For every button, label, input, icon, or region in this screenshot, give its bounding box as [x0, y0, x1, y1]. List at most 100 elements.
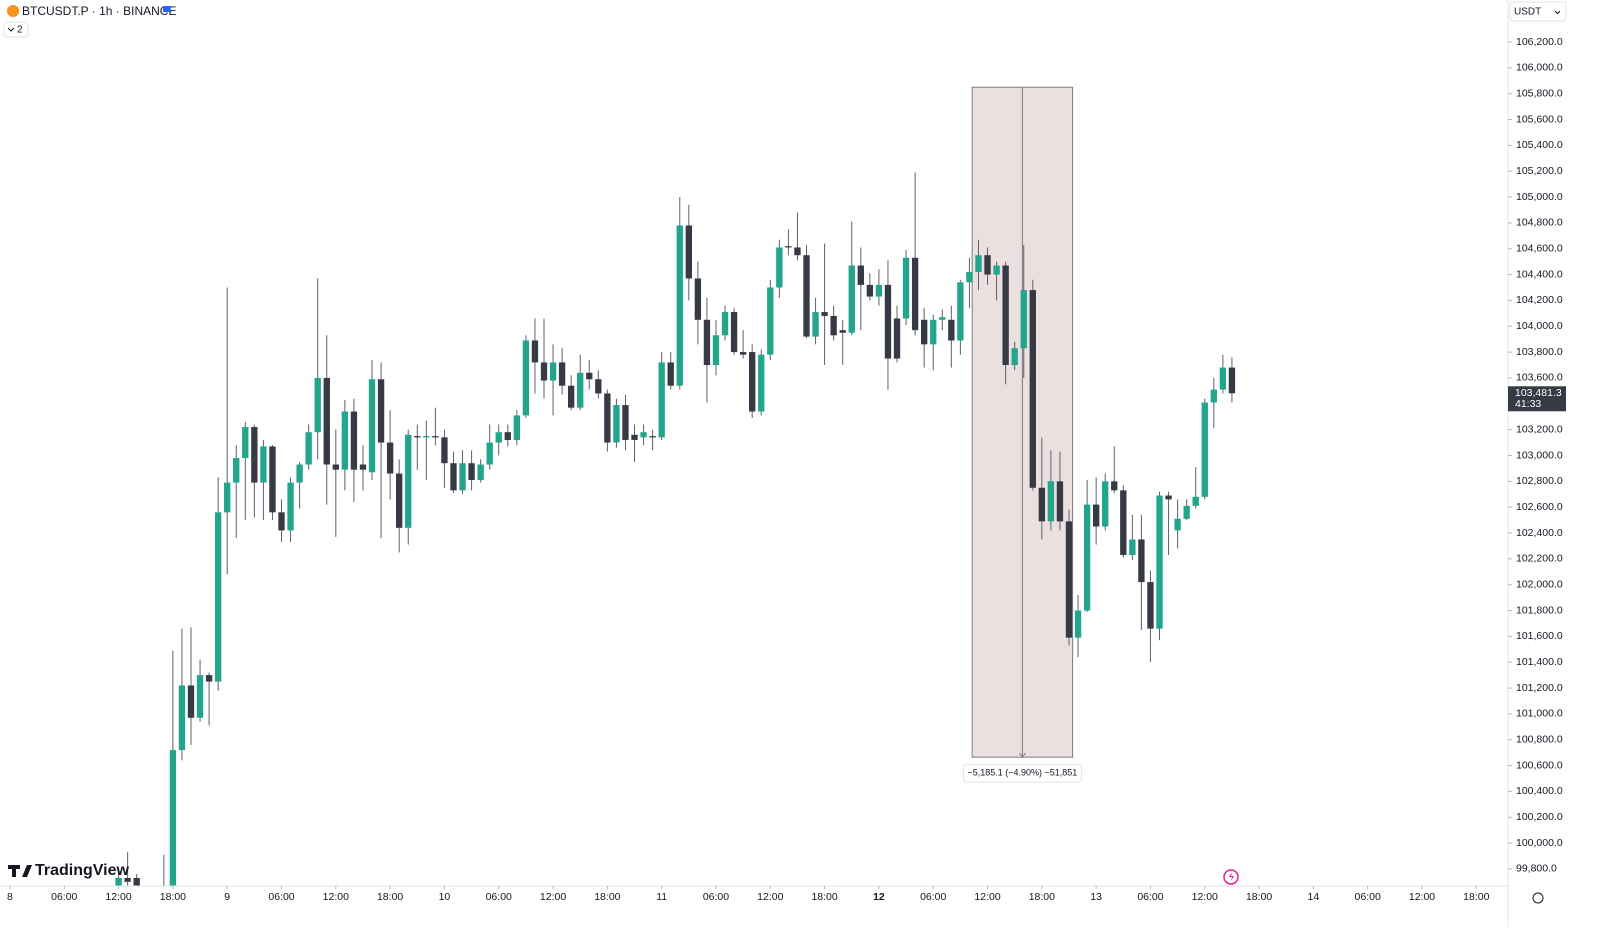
indicator-toggle[interactable] — [3, 21, 29, 38]
candle-body — [703, 319, 711, 366]
x-tick-label: 14 — [1308, 891, 1320, 903]
y-tick-label: 104,200.0 — [1516, 294, 1563, 306]
candle-body — [278, 512, 285, 531]
currency-select[interactable] — [1509, 1, 1567, 22]
candle-body — [839, 330, 846, 333]
candle-body — [432, 436, 439, 438]
y-tick-label: 103,600.0 — [1516, 372, 1563, 384]
candle-body — [749, 352, 756, 412]
candle-body — [1038, 487, 1046, 522]
x-tick-label: 06:00 — [703, 891, 729, 903]
candle-body — [884, 284, 892, 359]
x-tick-label: 12:00 — [1409, 891, 1435, 903]
candle-body — [658, 362, 665, 438]
candle-body — [450, 463, 457, 491]
candle-body — [1002, 265, 1009, 366]
candle-body — [1228, 367, 1236, 394]
candle-body — [649, 436, 656, 438]
y-tick-label: 103,200.0 — [1516, 423, 1563, 435]
candle-body — [196, 675, 204, 718]
candle-body — [812, 312, 819, 337]
candle-body — [848, 265, 855, 333]
y-tick-label: 103,800.0 — [1516, 346, 1563, 358]
candle-body — [549, 362, 557, 381]
candle-body — [975, 255, 982, 272]
flag-icon[interactable] — [163, 6, 172, 12]
candle-body — [794, 247, 801, 256]
y-tick-label: 104,400.0 — [1516, 268, 1563, 280]
candle-body — [1219, 367, 1227, 390]
y-tick-label: 102,800.0 — [1516, 475, 1563, 487]
plot-area — [115, 86, 1236, 886]
candle-body — [676, 225, 683, 386]
x-tick-label: 12:00 — [323, 891, 349, 903]
x-tick-label: 18:00 — [377, 891, 403, 903]
symbol-title[interactable]: BTCUSDT.P · 1h · BINANCE — [22, 4, 176, 18]
candle-body — [233, 458, 240, 483]
candle-body — [567, 385, 575, 408]
candle-body — [1029, 290, 1036, 488]
candle-body — [251, 427, 258, 483]
candle-body — [115, 877, 122, 886]
candle-body — [495, 432, 502, 443]
y-tick-label: 104,600.0 — [1516, 243, 1563, 255]
candle-body — [214, 512, 222, 682]
candle-body — [441, 437, 448, 464]
symbol-icon[interactable] — [7, 5, 19, 17]
y-tick-label: 103,000.0 — [1516, 449, 1563, 461]
y-tick-label: 104,000.0 — [1516, 320, 1563, 332]
y-tick-label: 106,000.0 — [1516, 62, 1563, 74]
chevron — [1554, 10, 1561, 15]
y-tick-label: 105,800.0 — [1516, 87, 1563, 99]
candle-body — [296, 464, 303, 483]
x-tick-label: 06:00 — [268, 891, 294, 903]
candle-body — [685, 225, 692, 279]
x-tick-label: 18:00 — [594, 891, 620, 903]
candle-body — [866, 284, 874, 297]
x-tick-label: 06:00 — [1355, 891, 1381, 903]
lightning-icon[interactable] — [1223, 869, 1239, 885]
candle-body — [269, 446, 276, 513]
candle-body — [459, 463, 466, 491]
candle-body — [169, 750, 177, 886]
candle-body — [721, 312, 729, 336]
candle-body — [332, 464, 339, 470]
x-tick-label: 12:00 — [757, 891, 783, 903]
y-tick-label: 102,600.0 — [1516, 501, 1563, 513]
x-tick-label: 06:00 — [51, 891, 77, 903]
candle-body — [187, 685, 195, 718]
candle-body — [821, 312, 828, 316]
candle-body — [776, 247, 783, 288]
indicator-count[interactable]: 2 — [17, 25, 23, 36]
candle-body — [902, 257, 910, 319]
candle-body — [224, 482, 231, 513]
x-tick-label: 12 — [873, 891, 885, 903]
candle-body — [830, 315, 837, 336]
candle-body — [504, 432, 511, 440]
lightning-bolt — [1229, 872, 1234, 881]
candle-body — [1192, 496, 1199, 506]
last-price-tag — [1508, 386, 1566, 412]
x-tick-label: 18:00 — [1246, 891, 1272, 903]
candle-body — [414, 436, 421, 438]
settings-icon[interactable] — [1532, 892, 1544, 904]
candle-body — [1065, 521, 1073, 638]
candle-body — [595, 379, 602, 394]
candle-body — [1120, 490, 1127, 555]
x-tick-label: 13 — [1090, 891, 1102, 903]
y-tick-label: 100,800.0 — [1516, 734, 1563, 746]
currency-label[interactable]: USDT — [1514, 7, 1541, 18]
candle-body — [739, 352, 747, 355]
x-tick-label: 12:00 — [1192, 891, 1218, 903]
x-tick-label: 8 — [7, 891, 13, 903]
candle-body — [984, 255, 991, 275]
y-tick-label: 102,400.0 — [1516, 527, 1563, 539]
candle-body — [586, 372, 593, 380]
candle-body — [694, 278, 702, 320]
y-tick-label: 101,000.0 — [1516, 708, 1563, 720]
candle-body — [477, 464, 484, 481]
candle-body — [631, 434, 638, 440]
candle-body — [377, 379, 385, 443]
countdown: 41:33 — [1515, 398, 1541, 410]
candle-body — [386, 442, 394, 474]
